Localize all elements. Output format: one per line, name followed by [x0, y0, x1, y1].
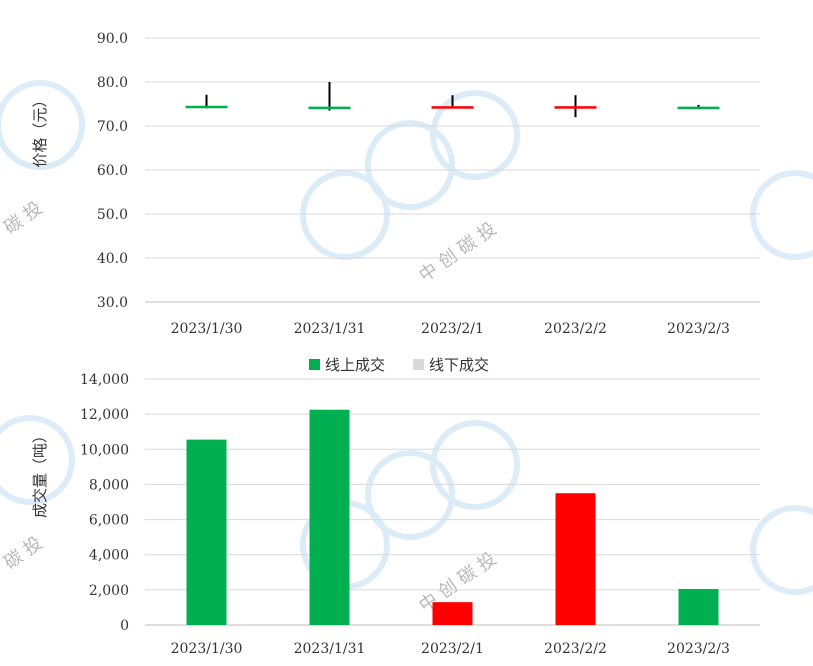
volume-y-tick: 14,000 — [80, 372, 129, 388]
price-x-tick: 2023/1/31 — [294, 321, 366, 337]
price-candles — [185, 82, 720, 118]
legend-label-offline: 线下成交 — [429, 356, 489, 374]
candle-body — [308, 106, 351, 110]
volume-y-tick-labels: 14,000 12,000 10,000 8,000 6,000 4,000 2,000 0 — [80, 372, 129, 634]
volume-x-tick: 2023/1/30 — [171, 641, 243, 657]
svg-text:碳 投: 碳 投 — [0, 198, 46, 239]
price-y-tick: 70.0 — [97, 119, 128, 135]
volume-y-axis-label: 成交量（吨） — [31, 428, 49, 518]
candle-body — [185, 105, 228, 109]
price-x-tick-labels: 2023/1/30 2023/1/31 2023/2/1 2023/2/2 2023/2… — [171, 321, 730, 337]
volume-bar — [309, 409, 350, 625]
volume-x-tick: 2023/1/31 — [294, 641, 366, 657]
price-y-tick: 50.0 — [97, 207, 128, 223]
price-y-tick: 90.0 — [97, 31, 128, 47]
volume-y-tick: 2,000 — [89, 583, 129, 599]
volume-bar — [678, 588, 719, 625]
volume-bar — [432, 602, 473, 625]
price-candlestick-chart: 90.080.070.060.050.040.030.0 2023/1/30 20… — [31, 31, 760, 337]
price-y-tick-labels: 90.0 80.0 70.0 60.0 50.0 40.0 30.0 — [97, 31, 128, 311]
volume-x-tick: 2023/2/3 — [667, 641, 730, 657]
candle-body — [431, 106, 474, 109]
volume-x-tick-labels: 2023/1/30 2023/1/31 2023/2/1 2023/2/2 2023/2… — [171, 641, 730, 657]
volume-bars — [186, 409, 719, 625]
candle-body — [677, 106, 720, 110]
volume-legend: 线上成交 线下成交 — [309, 356, 489, 374]
volume-y-tick: 6,000 — [89, 513, 129, 529]
price-y-tick: 30.0 — [97, 295, 128, 311]
legend-swatch-online — [309, 359, 320, 370]
volume-bar-chart: 线上成交 线下成交 14,000 12,000 10,000 8,000 6,000 4,… — [31, 356, 760, 657]
legend-label-online: 线上成交 — [325, 356, 385, 374]
svg-text:中 创 碳 投: 中 创 碳 投 — [415, 218, 500, 286]
volume-y-tick: 8,000 — [89, 477, 129, 493]
price-y-tick: 80.0 — [97, 75, 128, 91]
volume-bar — [186, 439, 227, 625]
volume-y-tick: 0 — [120, 618, 129, 634]
volume-x-tick: 2023/2/2 — [544, 641, 607, 657]
candle-body — [554, 106, 597, 109]
price-y-axis-label: 价格（元） — [31, 92, 49, 167]
price-y-tick: 60.0 — [97, 163, 128, 179]
price-x-tick: 2023/1/30 — [171, 321, 243, 337]
legend-swatch-offline — [413, 359, 424, 370]
volume-y-tick: 12,000 — [80, 407, 129, 423]
volume-x-tick: 2023/2/1 — [421, 641, 484, 657]
price-gridlines — [145, 37, 760, 303]
volume-bar — [555, 493, 596, 625]
price-x-tick: 2023/2/1 — [421, 321, 484, 337]
price-y-tick: 40.0 — [97, 251, 128, 267]
price-x-tick: 2023/2/2 — [544, 321, 607, 337]
volume-y-tick: 4,000 — [89, 548, 129, 564]
svg-text:碳 投: 碳 投 — [0, 533, 46, 574]
volume-y-tick: 10,000 — [80, 442, 129, 458]
price-x-tick: 2023/2/3 — [667, 321, 730, 337]
